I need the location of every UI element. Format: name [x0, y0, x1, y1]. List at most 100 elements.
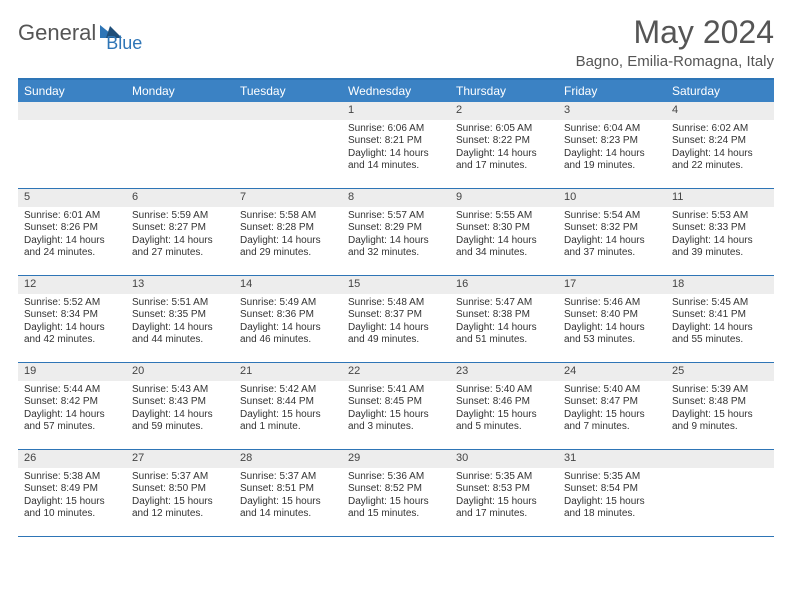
calendar-cell: 12Sunrise: 5:52 AMSunset: 8:34 PMDayligh… — [18, 276, 126, 362]
title-block: May 2024 Bagno, Emilia-Romagna, Italy — [576, 14, 774, 70]
day-number: 10 — [558, 189, 666, 207]
day-header: Tuesday — [234, 80, 342, 102]
logo-text-a: General — [18, 20, 96, 46]
sunrise-label: Sunrise: 5:54 AM — [564, 210, 660, 223]
sunrise-label: Sunrise: 5:52 AM — [24, 297, 120, 310]
calendar-cell: 23Sunrise: 5:40 AMSunset: 8:46 PMDayligh… — [450, 363, 558, 449]
daylight-label: Daylight: 15 hours and 17 minutes. — [456, 496, 552, 521]
sunrise-label: Sunrise: 5:58 AM — [240, 210, 336, 223]
calendar-cell: 22Sunrise: 5:41 AMSunset: 8:45 PMDayligh… — [342, 363, 450, 449]
sunrise-label: Sunrise: 5:41 AM — [348, 384, 444, 397]
day-number: 21 — [234, 363, 342, 381]
sunset-label: Sunset: 8:41 PM — [672, 309, 768, 322]
cell-body: Sunrise: 5:51 AMSunset: 8:35 PMDaylight:… — [126, 294, 234, 351]
day-number: 28 — [234, 450, 342, 468]
cell-body: Sunrise: 5:54 AMSunset: 8:32 PMDaylight:… — [558, 207, 666, 264]
day-header-row: SundayMondayTuesdayWednesdayThursdayFrid… — [18, 80, 774, 102]
daylight-label: Daylight: 14 hours and 53 minutes. — [564, 322, 660, 347]
sunset-label: Sunset: 8:24 PM — [672, 135, 768, 148]
calendar-cell: 28Sunrise: 5:37 AMSunset: 8:51 PMDayligh… — [234, 450, 342, 536]
daylight-label: Daylight: 15 hours and 18 minutes. — [564, 496, 660, 521]
daylight-label: Daylight: 14 hours and 32 minutes. — [348, 235, 444, 260]
cell-body: Sunrise: 6:06 AMSunset: 8:21 PMDaylight:… — [342, 120, 450, 177]
calendar-cell: 25Sunrise: 5:39 AMSunset: 8:48 PMDayligh… — [666, 363, 774, 449]
calendar-cell: 17Sunrise: 5:46 AMSunset: 8:40 PMDayligh… — [558, 276, 666, 362]
cell-body: Sunrise: 5:58 AMSunset: 8:28 PMDaylight:… — [234, 207, 342, 264]
daylight-label: Daylight: 15 hours and 10 minutes. — [24, 496, 120, 521]
sunset-label: Sunset: 8:27 PM — [132, 222, 228, 235]
calendar: SundayMondayTuesdayWednesdayThursdayFrid… — [18, 78, 774, 537]
day-header: Friday — [558, 80, 666, 102]
calendar-cell: 2Sunrise: 6:05 AMSunset: 8:22 PMDaylight… — [450, 102, 558, 188]
cell-body: Sunrise: 5:48 AMSunset: 8:37 PMDaylight:… — [342, 294, 450, 351]
day-number — [126, 102, 234, 120]
sunrise-label: Sunrise: 5:43 AM — [132, 384, 228, 397]
day-number: 30 — [450, 450, 558, 468]
daylight-label: Daylight: 15 hours and 7 minutes. — [564, 409, 660, 434]
sunrise-label: Sunrise: 5:49 AM — [240, 297, 336, 310]
cell-body: Sunrise: 5:57 AMSunset: 8:29 PMDaylight:… — [342, 207, 450, 264]
day-number: 13 — [126, 276, 234, 294]
calendar-cell — [234, 102, 342, 188]
daylight-label: Daylight: 14 hours and 17 minutes. — [456, 148, 552, 173]
day-number: 11 — [666, 189, 774, 207]
sunrise-label: Sunrise: 5:55 AM — [456, 210, 552, 223]
calendar-cell: 4 Sunrise: 6:02 AMSunset: 8:24 PMDaylight… — [666, 102, 774, 188]
daylight-label: Daylight: 14 hours and 34 minutes. — [456, 235, 552, 260]
day-number: 22 — [342, 363, 450, 381]
day-number — [666, 450, 774, 468]
day-header: Saturday — [666, 80, 774, 102]
cell-body: Sunrise: 5:35 AMSunset: 8:53 PMDaylight:… — [450, 468, 558, 525]
sunset-label: Sunset: 8:34 PM — [24, 309, 120, 322]
day-number: 3 — [558, 102, 666, 120]
sunrise-label: Sunrise: 5:39 AM — [672, 384, 768, 397]
day-number: 18 — [666, 276, 774, 294]
daylight-label: Daylight: 14 hours and 46 minutes. — [240, 322, 336, 347]
sunrise-label: Sunrise: 5:53 AM — [672, 210, 768, 223]
sunset-label: Sunset: 8:37 PM — [348, 309, 444, 322]
day-number: 4 — [666, 102, 774, 120]
cell-body: Sunrise: 5:42 AMSunset: 8:44 PMDaylight:… — [234, 381, 342, 438]
week-row: 5Sunrise: 6:01 AMSunset: 8:26 PMDaylight… — [18, 189, 774, 276]
day-number: 6 — [126, 189, 234, 207]
location-label: Bagno, Emilia-Romagna, Italy — [576, 53, 774, 70]
calendar-cell: 9Sunrise: 5:55 AMSunset: 8:30 PMDaylight… — [450, 189, 558, 275]
daylight-label: Daylight: 14 hours and 59 minutes. — [132, 409, 228, 434]
cell-body: Sunrise: 6:05 AMSunset: 8:22 PMDaylight:… — [450, 120, 558, 177]
day-number: 2 — [450, 102, 558, 120]
sunset-label: Sunset: 8:54 PM — [564, 483, 660, 496]
daylight-label: Daylight: 14 hours and 37 minutes. — [564, 235, 660, 260]
sunrise-label: Sunrise: 5:46 AM — [564, 297, 660, 310]
daylight-label: Daylight: 15 hours and 5 minutes. — [456, 409, 552, 434]
daylight-label: Daylight: 15 hours and 12 minutes. — [132, 496, 228, 521]
sunset-label: Sunset: 8:26 PM — [24, 222, 120, 235]
sunrise-label: Sunrise: 5:40 AM — [564, 384, 660, 397]
cell-body: Sunrise: 5:40 AMSunset: 8:46 PMDaylight:… — [450, 381, 558, 438]
sunset-label: Sunset: 8:33 PM — [672, 222, 768, 235]
month-title: May 2024 — [576, 14, 774, 51]
sunrise-label: Sunrise: 6:02 AM — [672, 123, 768, 136]
day-number — [234, 102, 342, 120]
sunset-label: Sunset: 8:49 PM — [24, 483, 120, 496]
daylight-label: Daylight: 14 hours and 39 minutes. — [672, 235, 768, 260]
sunrise-label: Sunrise: 5:47 AM — [456, 297, 552, 310]
cell-body: Sunrise: 5:36 AMSunset: 8:52 PMDaylight:… — [342, 468, 450, 525]
cell-body: Sunrise: 5:44 AMSunset: 8:42 PMDaylight:… — [18, 381, 126, 438]
calendar-cell: 16Sunrise: 5:47 AMSunset: 8:38 PMDayligh… — [450, 276, 558, 362]
calendar-cell: 13Sunrise: 5:51 AMSunset: 8:35 PMDayligh… — [126, 276, 234, 362]
calendar-cell: 1Sunrise: 6:06 AMSunset: 8:21 PMDaylight… — [342, 102, 450, 188]
calendar-cell: 26Sunrise: 5:38 AMSunset: 8:49 PMDayligh… — [18, 450, 126, 536]
daylight-label: Daylight: 15 hours and 9 minutes. — [672, 409, 768, 434]
calendar-cell: 5Sunrise: 6:01 AMSunset: 8:26 PMDaylight… — [18, 189, 126, 275]
cell-body: Sunrise: 5:59 AMSunset: 8:27 PMDaylight:… — [126, 207, 234, 264]
sunset-label: Sunset: 8:23 PM — [564, 135, 660, 148]
sunset-label: Sunset: 8:40 PM — [564, 309, 660, 322]
day-number: 16 — [450, 276, 558, 294]
sunset-label: Sunset: 8:38 PM — [456, 309, 552, 322]
daylight-label: Daylight: 14 hours and 22 minutes. — [672, 148, 768, 173]
calendar-cell: 18Sunrise: 5:45 AMSunset: 8:41 PMDayligh… — [666, 276, 774, 362]
sunset-label: Sunset: 8:36 PM — [240, 309, 336, 322]
calendar-cell: 19Sunrise: 5:44 AMSunset: 8:42 PMDayligh… — [18, 363, 126, 449]
sunset-label: Sunset: 8:42 PM — [24, 396, 120, 409]
sunrise-label: Sunrise: 5:51 AM — [132, 297, 228, 310]
